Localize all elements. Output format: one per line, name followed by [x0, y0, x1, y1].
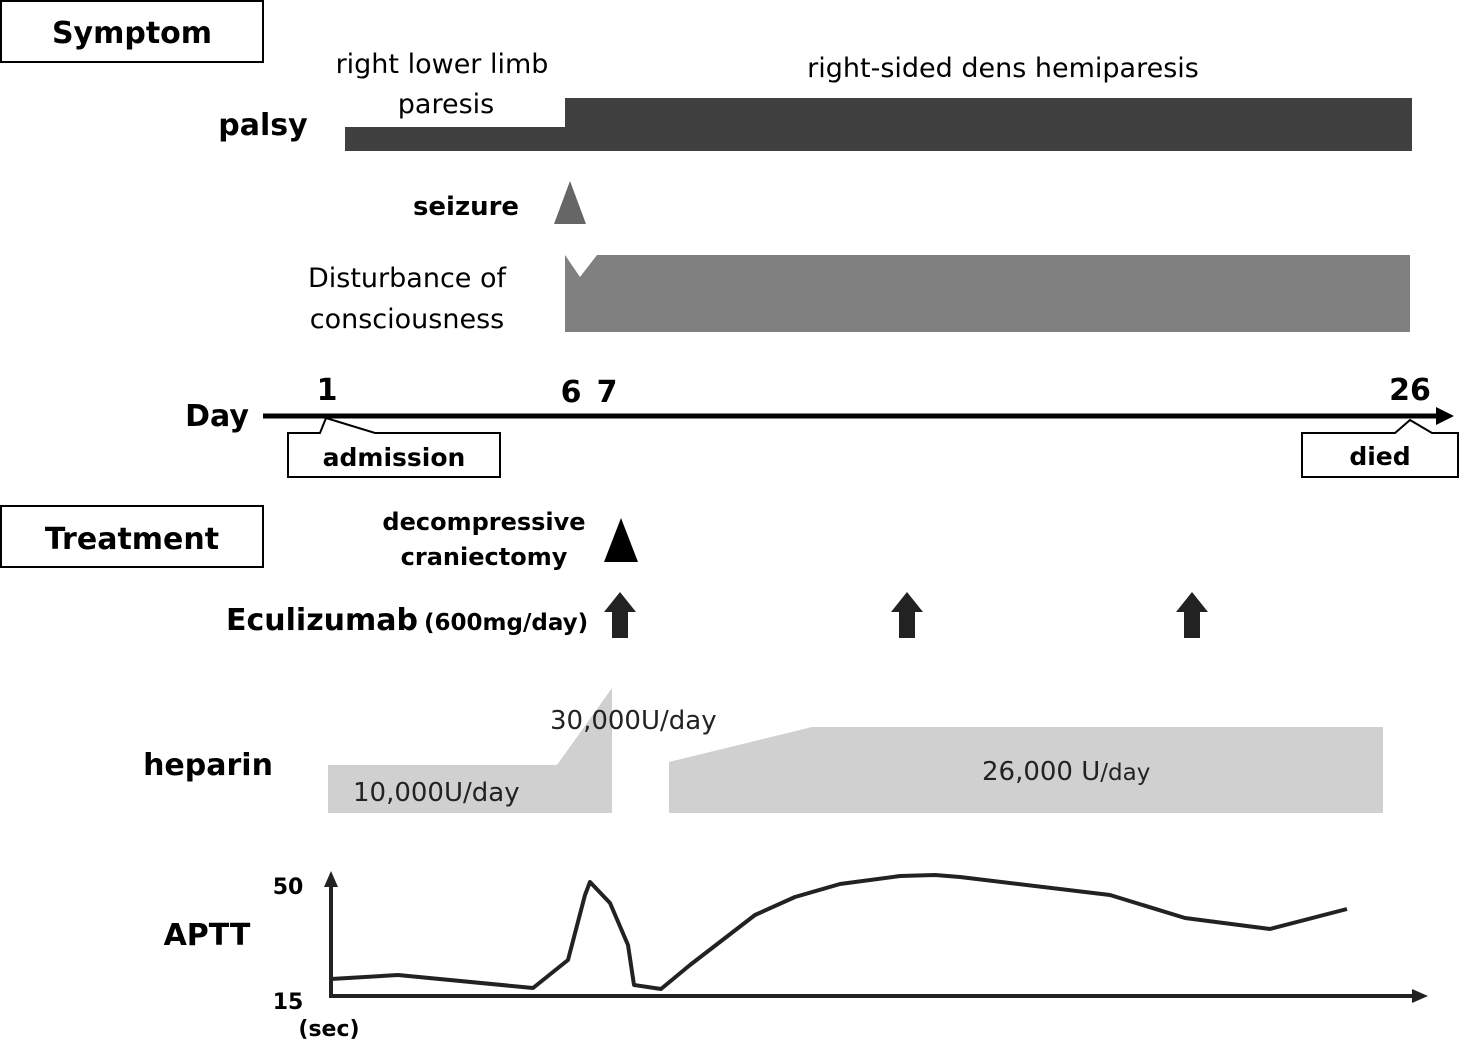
- treatment-section-title: Treatment: [45, 522, 219, 557]
- eculizumab-dose-arrow-icon: [891, 592, 923, 638]
- aptt-y-min: 15: [273, 990, 304, 1015]
- died-label: died: [1349, 442, 1410, 471]
- admission-callout: admission: [287, 416, 501, 478]
- died-callout: died: [1301, 418, 1459, 478]
- admission-label: admission: [323, 443, 466, 472]
- eculizumab-dose-arrow-icon: [604, 592, 636, 638]
- day-tick-1: 1: [317, 373, 338, 408]
- day-tick-7: 7: [597, 375, 618, 410]
- symptom-section-title: Symptom: [52, 16, 212, 51]
- eculizumab-label: Eculizumab (600mg/day): [226, 603, 588, 638]
- palsy-phase1-label-2: paresis: [398, 89, 494, 120]
- aptt-y-max: 50: [273, 875, 304, 900]
- aptt-unit: (sec): [298, 1017, 359, 1042]
- palsy-bar: [345, 98, 1412, 151]
- palsy-label: palsy: [218, 108, 308, 143]
- consciousness-label-2: consciousness: [310, 304, 504, 335]
- heparin-dose-30000: 30,000U/day: [550, 706, 717, 736]
- consciousness-bar: [565, 255, 1410, 332]
- craniectomy-label-1: decompressive: [382, 508, 585, 536]
- heparin-bar-phase1: [328, 688, 612, 813]
- symptom-section-box: [0, 0, 264, 63]
- day-axis-label: Day: [185, 399, 249, 434]
- palsy-phase1-label-1: right lower limb: [336, 49, 549, 80]
- heparin-dose-10000: 10,000U/day: [353, 778, 520, 808]
- eculizumab-name: Eculizumab: [226, 603, 418, 638]
- consciousness-label-1: Disturbance of: [308, 263, 508, 294]
- aptt-label: APTT: [164, 918, 251, 953]
- seizure-marker-icon: [554, 181, 586, 224]
- heparin-dose-26000-unit: /day: [1100, 760, 1150, 786]
- heparin-dose-26000: 26,000 U/day: [982, 757, 1150, 787]
- eculizumab-dose-arrow-icon: [1176, 592, 1208, 638]
- day-axis-arrow-icon: [1436, 407, 1454, 425]
- craniectomy-label-2: craniectomy: [401, 543, 568, 571]
- day-tick-26: 26: [1389, 373, 1431, 408]
- treatment-section-box: [0, 505, 264, 568]
- craniectomy-marker-icon: [604, 518, 638, 562]
- seizure-label: seizure: [413, 192, 519, 222]
- heparin-bar-phase2: [669, 727, 1383, 813]
- aptt-y-axis-arrow-icon: [324, 871, 338, 887]
- palsy-phase2-label: right-sided dens hemiparesis: [807, 53, 1199, 84]
- aptt-x-axis-arrow-icon: [1412, 989, 1428, 1003]
- day-tick-6: 6: [561, 375, 582, 410]
- eculizumab-dose: (600mg/day): [424, 610, 588, 636]
- heparin-dose-26000-value: 26,000 U: [982, 757, 1100, 787]
- aptt-curve: [330, 873, 1348, 991]
- heparin-label: heparin: [143, 748, 273, 783]
